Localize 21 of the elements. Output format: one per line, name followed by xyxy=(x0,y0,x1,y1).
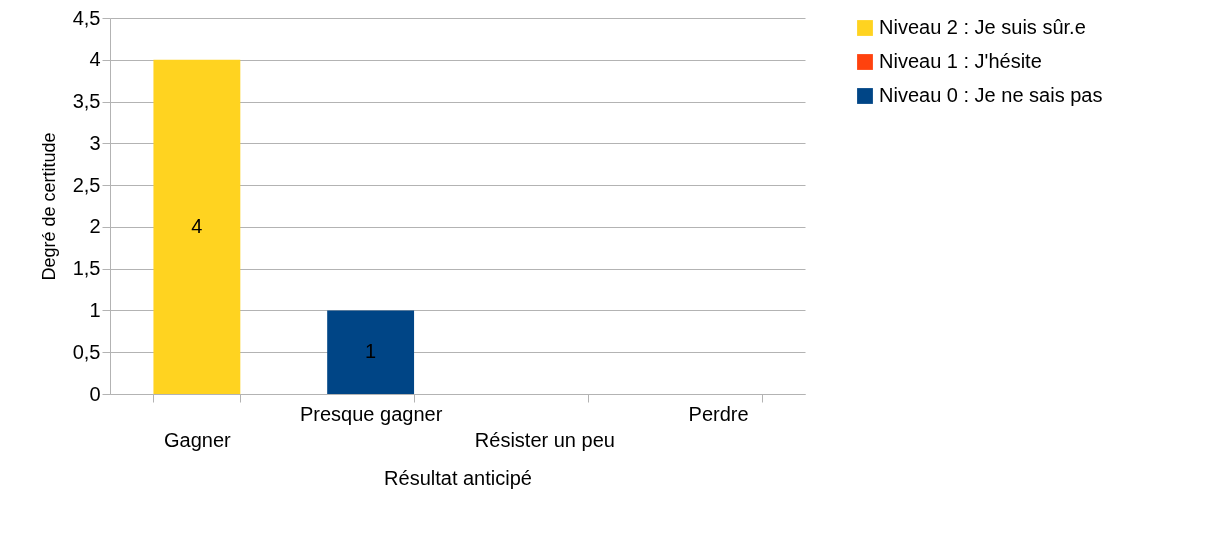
y-tick-label: 3 xyxy=(89,131,101,154)
x-tick-label: Perdre xyxy=(688,402,749,425)
legend-label: Niveau 1 : J'hésite xyxy=(879,50,1042,72)
y-tick-label: 1 xyxy=(89,298,101,321)
data-label: 1 xyxy=(365,340,377,363)
y-tick-label: 3,5 xyxy=(72,90,101,113)
y-tick-label: 1,5 xyxy=(72,257,101,280)
y-tick-label: 4,5 xyxy=(72,6,101,29)
legend-label: Niveau 0 : Je ne sais pas xyxy=(879,84,1103,106)
y-tick-label: 0 xyxy=(89,382,101,405)
x-axis-title: Résultat anticipé xyxy=(384,466,532,489)
x-tick-label: Gagner xyxy=(164,428,232,451)
legend-label: Niveau 2 : Je suis sûr.e xyxy=(879,16,1086,38)
y-tick-label: 4 xyxy=(89,48,101,71)
data-label: 4 xyxy=(191,214,203,237)
x-tick-label: Résister un peu xyxy=(474,428,615,451)
y-axis-title: Degré de certitude xyxy=(38,132,59,281)
y-tick-label: 2 xyxy=(89,215,101,238)
x-tick-label: Presque gagner xyxy=(299,402,443,425)
y-tick-label: 2,5 xyxy=(72,173,101,196)
y-tick-label: 0,5 xyxy=(72,340,101,363)
